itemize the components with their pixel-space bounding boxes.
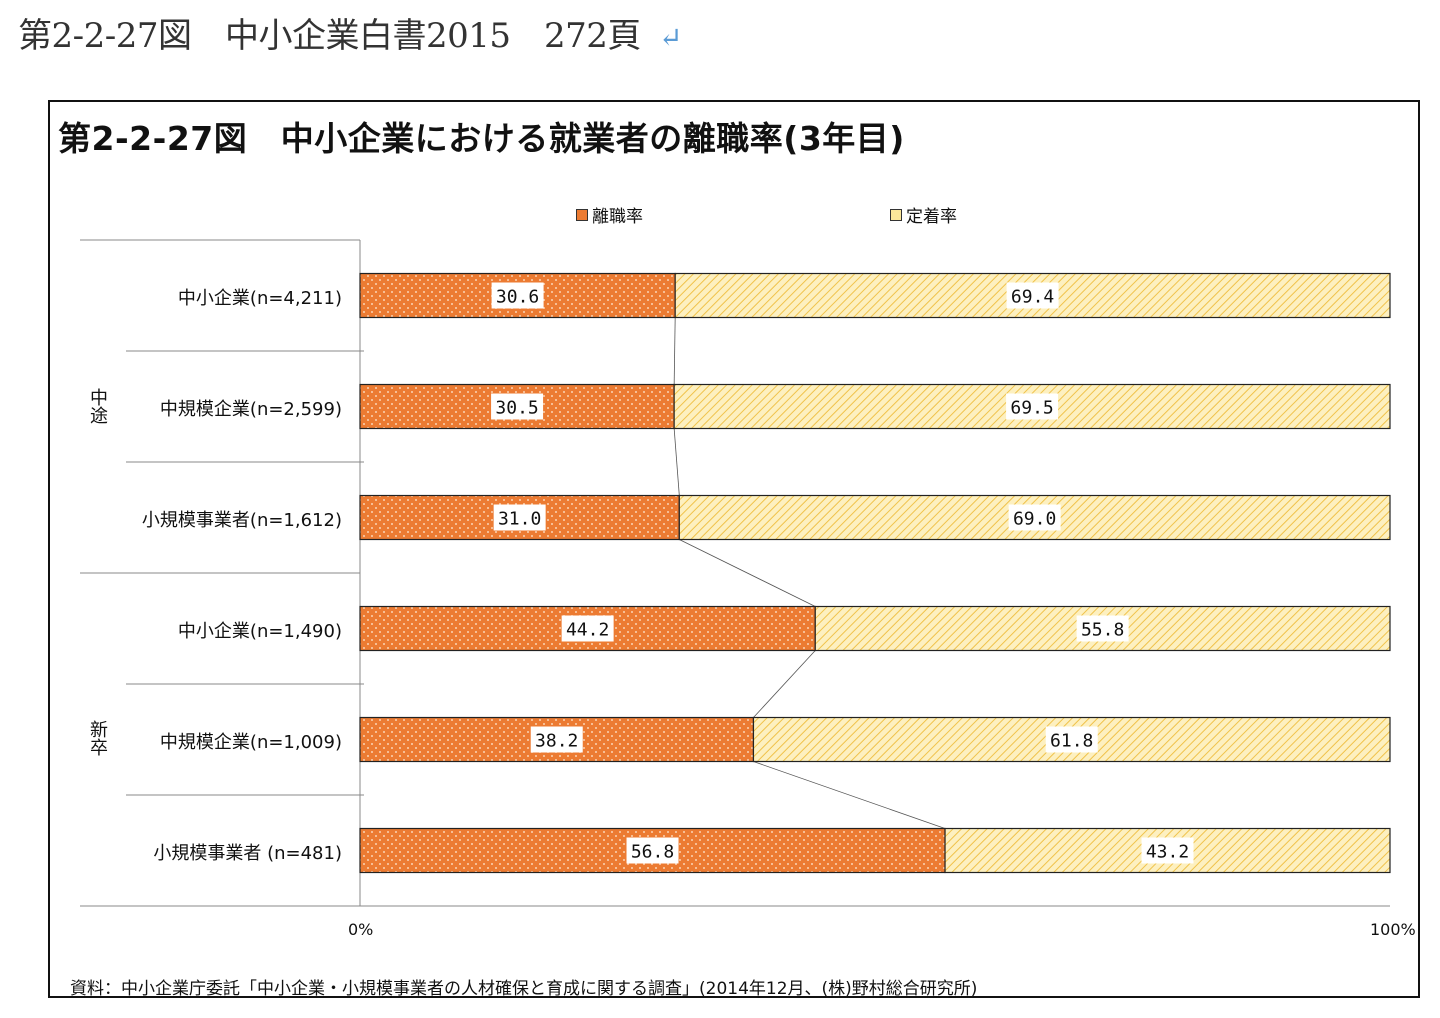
data-label-turnover: 30.5 bbox=[495, 398, 538, 419]
series-connector bbox=[673, 317, 676, 385]
data-label-turnover-bg bbox=[493, 504, 546, 531]
data-label-turnover-bg bbox=[561, 615, 614, 642]
chart-plot: 30.6 69.4 30.5 69.5 31.0 69.0 44.2 55.8 38.2 61.8… bbox=[80, 239, 1391, 907]
data-label-turnover: 38.2 bbox=[535, 731, 578, 752]
legend-label-turnover: 離職率 bbox=[592, 207, 643, 227]
category-label: 中規模企業(n=2,599) bbox=[159, 398, 342, 420]
return-icon: ↵ bbox=[658, 21, 682, 54]
legend-item-retention: 定着率 bbox=[890, 202, 957, 227]
data-label-retention: 69.4 bbox=[1011, 287, 1054, 308]
category-label: 中小企業(n=1,490) bbox=[177, 620, 342, 642]
group-label-newgrad: 新卒 bbox=[87, 720, 108, 756]
series-connector bbox=[753, 761, 946, 829]
data-label-retention: 43.2 bbox=[1146, 842, 1189, 863]
data-label-turnover: 44.2 bbox=[566, 620, 609, 641]
data-label-retention-bg bbox=[1141, 837, 1194, 864]
category-label: 小規模事業者 (n=481) bbox=[153, 842, 342, 864]
legend-swatch-retention bbox=[890, 208, 902, 221]
legend-item-turnover: 離職率 bbox=[576, 202, 643, 227]
chart-frame: 第2-2-27図 中小企業における就業者の離職率(3年目) 離職率 定着率 30… bbox=[48, 100, 1420, 999]
page-heading-text: 第2-2-27図 中小企業白書2015 272頁 bbox=[18, 16, 641, 56]
series-connector bbox=[679, 539, 816, 607]
data-label-retention: 55.8 bbox=[1081, 620, 1124, 641]
data-label-retention-bg bbox=[1006, 282, 1059, 309]
data-label-retention: 69.0 bbox=[1013, 509, 1056, 530]
series-connector bbox=[753, 650, 816, 718]
data-label-turnover: 30.6 bbox=[496, 287, 539, 308]
data-label-retention: 61.8 bbox=[1050, 731, 1093, 752]
data-label-retention: 69.5 bbox=[1010, 398, 1053, 419]
legend-swatch-turnover bbox=[576, 208, 588, 221]
data-label-turnover-bg bbox=[530, 726, 583, 753]
data-label-turnover: 31.0 bbox=[498, 509, 541, 530]
data-label-turnover-bg bbox=[626, 837, 679, 864]
series-connector bbox=[673, 428, 680, 496]
data-label-retention-bg bbox=[1006, 393, 1059, 420]
data-label-retention-bg bbox=[1076, 615, 1129, 642]
x-tick-0: 0% bbox=[348, 920, 374, 939]
category-label: 中小企業(n=4,211) bbox=[177, 287, 342, 309]
data-label-retention-bg bbox=[1008, 504, 1061, 531]
data-label-turnover-bg bbox=[491, 282, 544, 309]
data-label-turnover-bg bbox=[491, 393, 544, 420]
category-label: 中規模企業(n=1,009) bbox=[159, 731, 342, 753]
page-heading: 第2-2-27図 中小企業白書2015 272頁 ↵ bbox=[18, 8, 682, 57]
data-label-turnover: 56.8 bbox=[631, 842, 674, 863]
group-label-midcareer: 中途 bbox=[87, 388, 108, 424]
legend-label-retention: 定着率 bbox=[906, 207, 957, 227]
x-tick-100: 100% bbox=[1370, 920, 1416, 939]
category-label: 小規模事業者(n=1,612) bbox=[141, 509, 342, 531]
source-note: 資料：中小企業庁委託「中小企業・小規模事業者の人材確保と育成に関する調査」(20… bbox=[70, 979, 978, 999]
chart-title: 第2-2-27図 中小企業における就業者の離職率(3年目) bbox=[58, 119, 905, 158]
data-label-retention-bg bbox=[1045, 726, 1098, 753]
